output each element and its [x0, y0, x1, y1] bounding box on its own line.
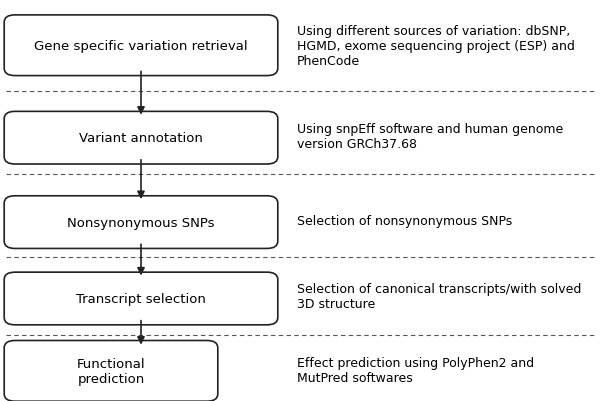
FancyBboxPatch shape	[4, 112, 278, 164]
Text: Selection of canonical transcripts/with solved
3D structure: Selection of canonical transcripts/with …	[297, 283, 581, 311]
Text: Using different sources of variation: dbSNP,
HGMD, exome sequencing project (ESP: Using different sources of variation: db…	[297, 25, 575, 67]
FancyBboxPatch shape	[4, 341, 218, 401]
Text: Transcript selection: Transcript selection	[76, 292, 206, 305]
FancyBboxPatch shape	[4, 16, 278, 77]
Text: Nonsynonymous SNPs: Nonsynonymous SNPs	[67, 216, 215, 229]
FancyBboxPatch shape	[4, 273, 278, 325]
Text: Variant annotation: Variant annotation	[79, 132, 203, 145]
Text: Effect prediction using PolyPhen2 and
MutPred softwares: Effect prediction using PolyPhen2 and Mu…	[297, 356, 534, 384]
FancyBboxPatch shape	[4, 196, 278, 249]
Text: Gene specific variation retrieval: Gene specific variation retrieval	[34, 40, 248, 53]
Text: Using snpEff software and human genome
version GRCh37.68: Using snpEff software and human genome v…	[297, 122, 563, 150]
Text: Selection of nonsynonymous SNPs: Selection of nonsynonymous SNPs	[297, 215, 512, 228]
Text: Functional
prediction: Functional prediction	[77, 357, 145, 385]
